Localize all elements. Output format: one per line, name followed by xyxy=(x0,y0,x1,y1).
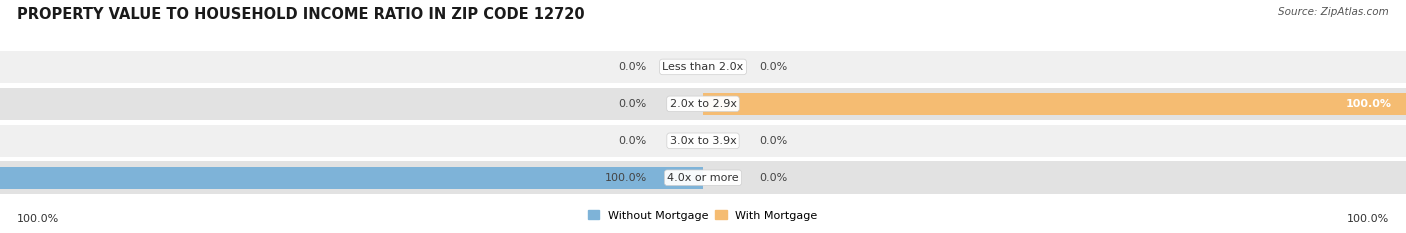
Text: PROPERTY VALUE TO HOUSEHOLD INCOME RATIO IN ZIP CODE 12720: PROPERTY VALUE TO HOUSEHOLD INCOME RATIO… xyxy=(17,7,585,22)
Bar xyxy=(0,167,703,189)
Text: 0.0%: 0.0% xyxy=(619,62,647,72)
Bar xyxy=(0,125,1406,157)
Text: 100.0%: 100.0% xyxy=(1347,214,1389,224)
Text: 0.0%: 0.0% xyxy=(759,136,787,146)
Bar xyxy=(0,161,1406,194)
Legend: Without Mortgage, With Mortgage: Without Mortgage, With Mortgage xyxy=(583,206,823,225)
Text: 0.0%: 0.0% xyxy=(619,136,647,146)
Text: Less than 2.0x: Less than 2.0x xyxy=(662,62,744,72)
Text: 0.0%: 0.0% xyxy=(759,62,787,72)
Text: 4.0x or more: 4.0x or more xyxy=(668,173,738,183)
Text: 2.0x to 2.9x: 2.0x to 2.9x xyxy=(669,99,737,109)
Bar xyxy=(0,88,1406,120)
Text: 100.0%: 100.0% xyxy=(17,214,59,224)
Text: 0.0%: 0.0% xyxy=(759,173,787,183)
Text: 0.0%: 0.0% xyxy=(619,99,647,109)
Text: 100.0%: 100.0% xyxy=(1346,99,1392,109)
Bar xyxy=(703,93,1406,115)
Text: 100.0%: 100.0% xyxy=(605,173,647,183)
Text: 3.0x to 3.9x: 3.0x to 3.9x xyxy=(669,136,737,146)
Bar xyxy=(0,51,1406,83)
Text: Source: ZipAtlas.com: Source: ZipAtlas.com xyxy=(1278,7,1389,17)
